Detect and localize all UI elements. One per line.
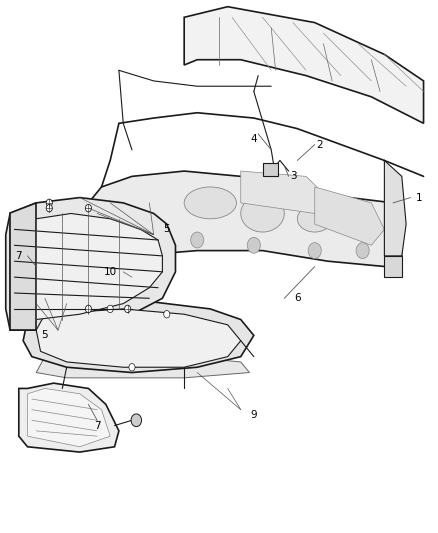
Polygon shape bbox=[184, 7, 424, 123]
Polygon shape bbox=[10, 214, 162, 319]
Polygon shape bbox=[385, 256, 402, 277]
Circle shape bbox=[46, 205, 52, 212]
Polygon shape bbox=[6, 198, 176, 330]
Polygon shape bbox=[241, 171, 328, 214]
Circle shape bbox=[129, 364, 135, 371]
Circle shape bbox=[125, 232, 138, 248]
Circle shape bbox=[85, 205, 92, 212]
Text: 9: 9 bbox=[251, 410, 257, 420]
Text: 1: 1 bbox=[416, 192, 423, 203]
Circle shape bbox=[124, 305, 131, 313]
Polygon shape bbox=[23, 298, 254, 373]
Text: 10: 10 bbox=[104, 267, 117, 277]
Circle shape bbox=[191, 232, 204, 248]
Circle shape bbox=[164, 311, 170, 318]
Text: 3: 3 bbox=[290, 172, 296, 181]
Circle shape bbox=[46, 199, 52, 207]
Text: 7: 7 bbox=[15, 251, 22, 261]
Polygon shape bbox=[36, 309, 241, 367]
Circle shape bbox=[131, 414, 141, 426]
Text: 4: 4 bbox=[251, 134, 257, 144]
Text: 6: 6 bbox=[294, 293, 300, 303]
Circle shape bbox=[247, 237, 260, 253]
Text: 5: 5 bbox=[42, 330, 48, 341]
Text: 7: 7 bbox=[94, 421, 100, 431]
Polygon shape bbox=[315, 187, 385, 245]
Ellipse shape bbox=[241, 195, 284, 232]
Polygon shape bbox=[10, 203, 36, 330]
Polygon shape bbox=[28, 389, 110, 447]
Polygon shape bbox=[80, 171, 402, 266]
Ellipse shape bbox=[297, 206, 332, 232]
Circle shape bbox=[85, 305, 92, 313]
Ellipse shape bbox=[184, 187, 237, 219]
Circle shape bbox=[308, 243, 321, 259]
Polygon shape bbox=[385, 160, 406, 256]
Text: 2: 2 bbox=[316, 140, 322, 150]
Circle shape bbox=[107, 305, 113, 313]
Circle shape bbox=[356, 243, 369, 259]
Text: 5: 5 bbox=[163, 224, 170, 235]
Bar bbox=[262, 163, 278, 176]
Polygon shape bbox=[19, 383, 119, 452]
Polygon shape bbox=[36, 357, 250, 378]
